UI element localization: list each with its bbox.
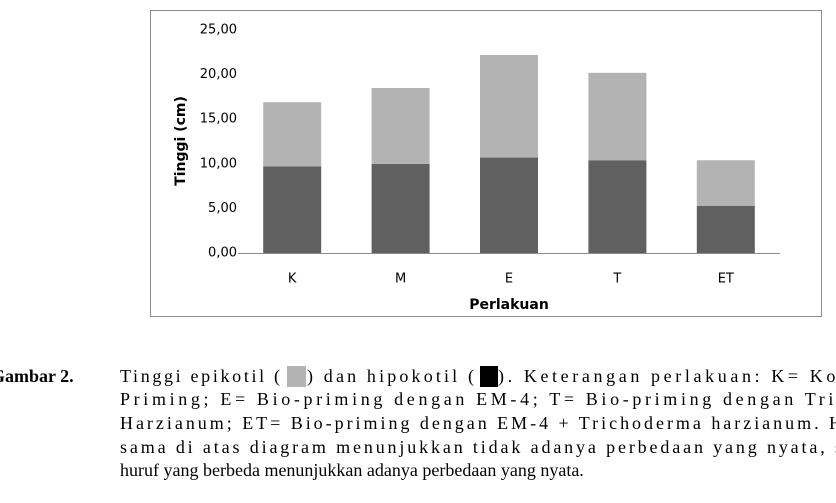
bar-segment [263, 102, 322, 167]
legend-swatch [287, 366, 306, 387]
caption-text: Priming; E= Bio-priming dengan EM-4; T= … [120, 389, 836, 409]
caption-text: Tinggi epikotil ( [120, 366, 280, 387]
caption-text: huruf yang berbeda menunjukkan adanya pe… [120, 460, 584, 480]
x-tick-label: ET [718, 272, 734, 287]
y-tick-label: 20,00 [200, 67, 237, 82]
y-tick-label: 15,00 [200, 112, 237, 127]
x-tick-label: E [505, 272, 513, 287]
bar-segment [696, 160, 755, 206]
bar-segment [371, 87, 430, 164]
y-tick-label: 25,00 [200, 23, 237, 38]
bar-segment [480, 54, 538, 158]
legend-swatch [480, 366, 498, 387]
caption-label: Gambar 2. [0, 366, 74, 386]
caption-text: Harzianum; ET= Bio-priming dengan EM-4 +… [120, 413, 836, 433]
caption-text: ) dan hipokotil ( [307, 366, 474, 387]
bar-segment [371, 163, 430, 253]
y-tick-label: 5,00 [208, 201, 237, 216]
x-tick-label: T [612, 272, 621, 287]
bar-segment [588, 72, 647, 161]
caption-text: sama di atas diagram menunjukkan tidak a… [120, 437, 836, 457]
y-axis-label: Tinggi (cm) [173, 96, 189, 186]
bar-segment [588, 160, 647, 253]
bar-segment [696, 205, 755, 253]
bar-segment [480, 157, 538, 253]
y-tick-label: 0,00 [208, 246, 237, 261]
caption-text: ). Keterangan perlakuan: K= Kon [498, 366, 836, 387]
x-tick-label: K [288, 272, 297, 287]
y-tick-label: 10,00 [200, 156, 237, 171]
bar-segment [263, 166, 322, 253]
x-axis-label: Perlakuan [469, 297, 549, 313]
x-tick-label: M [395, 272, 406, 287]
